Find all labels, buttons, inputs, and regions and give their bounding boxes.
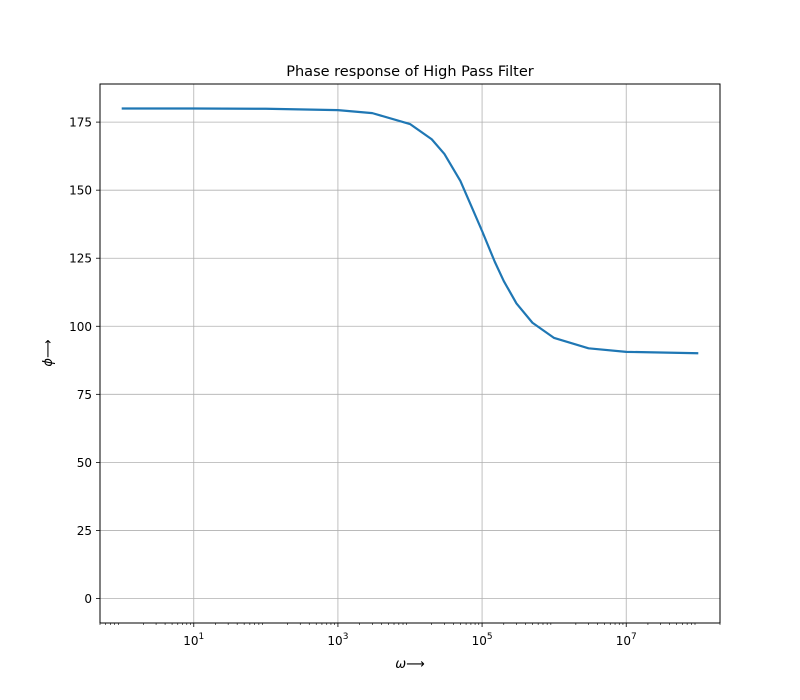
y-tick-label: 25 <box>77 524 92 538</box>
x-tick-label: 103 <box>327 632 348 648</box>
grid <box>100 84 720 623</box>
x-tick-label: 105 <box>472 632 493 648</box>
x-tick-exponent: 1 <box>199 632 205 642</box>
x-tick-label: 101 <box>183 632 204 648</box>
x-axis: 101 103 105 107 <box>99 623 721 648</box>
x-axis-label: ω⟶ <box>395 657 425 672</box>
x-tick-base: 10 <box>183 634 198 648</box>
y-axis-label: ϕ⟶ <box>41 339 56 366</box>
x-tick-exponent: 7 <box>631 632 637 642</box>
series-line <box>121 107 699 355</box>
y-tick-label: 175 <box>69 116 92 130</box>
plot-frame <box>99 83 721 624</box>
y-tick-label: 50 <box>77 456 92 470</box>
chart-title: Phase response of High Pass Filter <box>286 64 534 80</box>
x-tick-base: 10 <box>327 634 342 648</box>
x-tick-exponent: 3 <box>343 632 349 642</box>
x-tick-label: 107 <box>616 632 637 648</box>
y-tick-label: 75 <box>77 388 92 402</box>
series-layer <box>121 107 699 355</box>
x-tick-base: 10 <box>472 634 487 648</box>
y-tick-label: 125 <box>69 252 92 266</box>
y-tick-label: 0 <box>84 592 92 606</box>
y-tick-label: 150 <box>69 184 92 198</box>
y-tick-label: 100 <box>69 320 92 334</box>
x-tick-base: 10 <box>616 634 631 648</box>
x-tick-exponent: 5 <box>487 632 493 642</box>
y-axis: 0 25 50 75 100 125 150 175 <box>69 116 100 606</box>
